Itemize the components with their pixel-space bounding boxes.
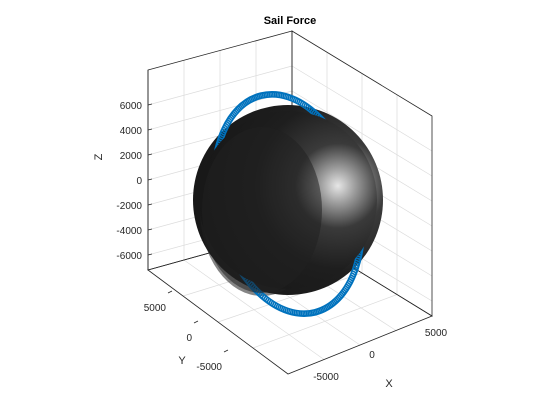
- y-tick-label: -5000: [196, 362, 222, 373]
- z-tick-label: -6000: [116, 251, 142, 262]
- z-tick-mark: [147, 128, 153, 131]
- z-tick-mark: [147, 153, 153, 156]
- y-tick-label: 0: [186, 333, 192, 344]
- chart-title: Sail Force: [264, 15, 317, 27]
- x-tick-label: 5000: [425, 328, 448, 339]
- z-tick-mark: [147, 228, 153, 231]
- z-tick-label: -2000: [116, 201, 142, 212]
- z-tick-label: 2000: [120, 151, 143, 162]
- earth-shadow: [202, 127, 322, 293]
- z-tick-mark: [147, 178, 153, 181]
- x-tick-label: -5000: [313, 372, 339, 383]
- x-axis-label: X: [385, 378, 393, 390]
- y-tick-mark: [193, 320, 199, 324]
- y-axis: 5000 0 -5000: [144, 290, 229, 373]
- x-tick-label: 0: [369, 350, 375, 361]
- z-tick-label: -4000: [116, 226, 142, 237]
- x-axis: -5000 0 5000: [313, 328, 447, 383]
- z-tick-label: 6000: [120, 101, 143, 112]
- y-tick-label: 5000: [144, 303, 167, 314]
- z-tick-label: 0: [136, 176, 142, 187]
- z-tick-mark: [147, 253, 153, 256]
- z-axis: 6000 4000 2000 0 -2000 -4000 -6000: [116, 70, 153, 270]
- y-tick-mark: [167, 290, 173, 294]
- z-tick-mark: [147, 103, 153, 106]
- y-tick-mark: [223, 349, 229, 353]
- z-tick-label: 4000: [120, 126, 143, 137]
- z-axis-label: Z: [93, 153, 105, 160]
- y-axis-label: Y: [178, 355, 186, 367]
- z-tick-mark: [147, 203, 153, 206]
